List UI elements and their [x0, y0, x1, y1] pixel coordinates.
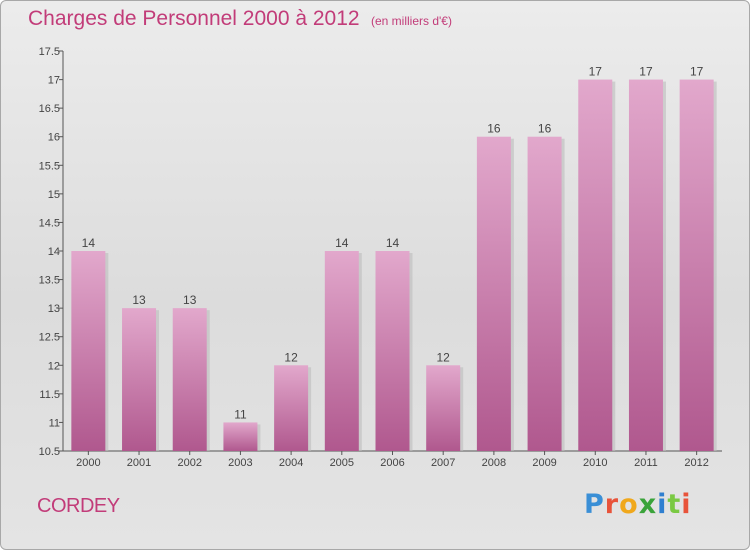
logo-letter: i [681, 489, 692, 520]
value-label-2000: 14 [82, 236, 96, 250]
bar-2010 [578, 79, 613, 452]
logo-letter: o [619, 489, 639, 520]
y-tick-label: 17 [48, 75, 60, 87]
y-tick-label: 16 [48, 132, 60, 144]
y-tick-label: 17.5 [39, 46, 60, 58]
bar-2012 [679, 79, 714, 452]
y-tick-label: 14.5 [39, 217, 60, 229]
value-label-2006: 14 [386, 236, 400, 250]
y-tick-label: 13.5 [39, 275, 60, 287]
value-label-2011: 17 [639, 65, 653, 79]
value-label-2010: 17 [589, 65, 603, 79]
x-tick-label-2004: 2004 [279, 457, 303, 469]
chart-labels: 14 13 13 11 12 14 14 12 16 16 17 17 17 [82, 65, 704, 422]
x-tick-label-2001: 2001 [127, 457, 151, 469]
y-tick-label: 11 [49, 417, 60, 429]
bar-2005 [324, 251, 359, 451]
y-tick-label: 12 [48, 360, 60, 372]
bar-2004 [274, 365, 309, 451]
value-label-2003: 11 [234, 407, 247, 421]
y-tick-label: 10.5 [39, 446, 60, 458]
value-label-2005: 14 [335, 236, 349, 250]
bar-2001 [122, 308, 157, 451]
x-tick-label-2002: 2002 [177, 457, 201, 469]
y-tick-label: 16.5 [39, 103, 60, 115]
x-tick-label-2010: 2010 [583, 457, 607, 469]
y-tick-label: 13 [48, 303, 60, 315]
x-tick-label-2003: 2003 [228, 457, 252, 469]
chart-title: Charges de Personnel 2000 à 2012 [28, 7, 360, 30]
logo-letter: x [638, 489, 658, 520]
y-tick-label: 12.5 [39, 332, 60, 344]
logo-letter: i [657, 489, 668, 520]
bar-2009 [527, 136, 562, 451]
y-tick-label: 15.5 [39, 160, 60, 172]
x-tick-label-2008: 2008 [482, 457, 506, 469]
x-tick-label-2011: 2011 [634, 457, 658, 469]
value-label-2004: 12 [284, 350, 298, 364]
chart-bars [71, 79, 717, 452]
bar-2002 [172, 308, 207, 451]
x-tick-label-2000: 2000 [76, 457, 100, 469]
proxiti-logo: Proxiti [584, 489, 692, 520]
bar-2000 [71, 251, 106, 451]
value-label-2002: 13 [183, 293, 197, 307]
value-label-2009: 16 [538, 122, 552, 136]
chart-unit: (en milliers d'€) [371, 14, 452, 28]
bar-2006 [375, 251, 410, 451]
y-tick-label: 14 [48, 246, 60, 258]
bar-2008 [476, 136, 511, 451]
value-label-2012: 17 [690, 65, 704, 79]
bar-2003 [223, 422, 258, 451]
x-tick-label-2006: 2006 [380, 457, 404, 469]
x-tick-label-2009: 2009 [532, 457, 556, 469]
x-tick-label-2005: 2005 [330, 457, 354, 469]
y-tick-label: 15 [48, 189, 60, 201]
logo-letter: t [667, 489, 682, 520]
x-tick-label-2012: 2012 [684, 457, 708, 469]
bar-2007 [426, 365, 461, 451]
value-label-2007: 12 [437, 350, 451, 364]
value-label-2001: 13 [132, 293, 146, 307]
value-label-2008: 16 [487, 122, 501, 136]
x-tick-label-2007: 2007 [431, 457, 455, 469]
y-tick-label: 11.5 [39, 389, 60, 401]
logo-letter: P [584, 489, 605, 520]
logo-letter: r [604, 489, 620, 520]
bar-2011 [628, 79, 663, 452]
commune-name: CORDEY [37, 495, 120, 517]
